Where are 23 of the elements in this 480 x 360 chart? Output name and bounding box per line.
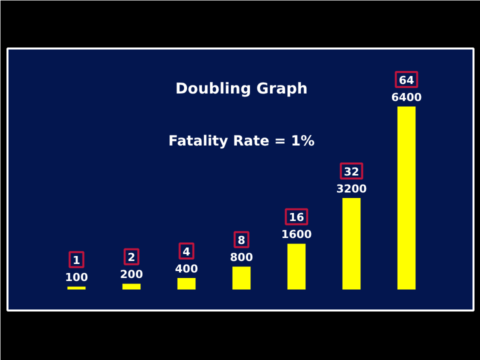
annotation: 32: [344, 165, 360, 178]
annotation: 16: [288, 211, 305, 224]
annotation: 8: [238, 234, 246, 248]
data-label: 3200: [336, 182, 368, 196]
bar: [122, 284, 141, 290]
data-label: 200: [120, 268, 144, 282]
chart-title: Doubling Graph: [175, 80, 308, 98]
data-label: 800: [230, 251, 254, 264]
data-label: 100: [65, 271, 88, 284]
bar: [342, 198, 361, 290]
data-label: 400: [175, 262, 198, 276]
bar: [232, 266, 251, 290]
text: Fatality Rate = 1%: [168, 133, 315, 150]
bar: [177, 278, 196, 290]
annotation: 2: [128, 251, 136, 264]
bar: [287, 244, 306, 290]
data-label: 6400: [391, 91, 422, 104]
data-label: 1600: [281, 228, 312, 242]
bar: [67, 286, 86, 290]
bar: [397, 106, 416, 290]
annotation: 1: [72, 254, 80, 268]
annotation: 4: [182, 246, 191, 259]
text: 64: [398, 74, 415, 87]
